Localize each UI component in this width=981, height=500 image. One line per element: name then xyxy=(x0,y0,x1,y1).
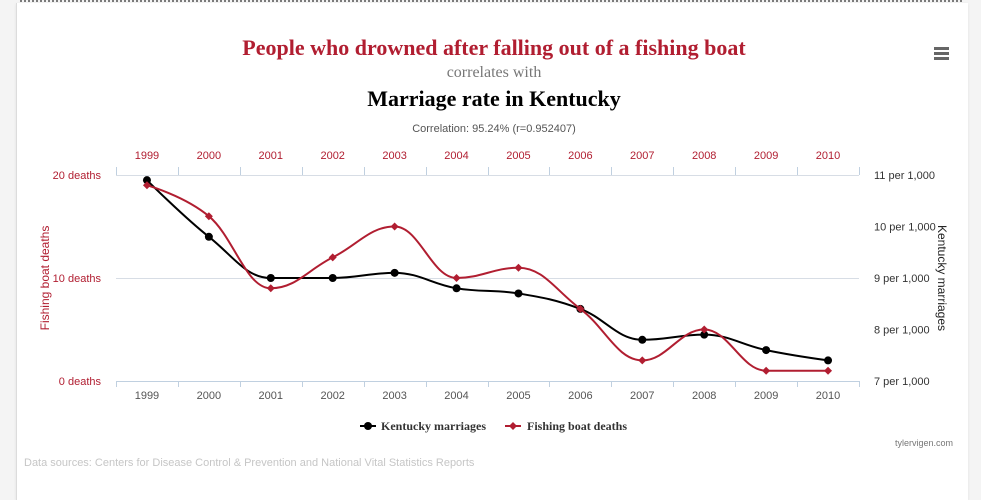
data-point-diamond[interactable] xyxy=(328,253,337,262)
y-axis-left-tick-label: 20 deaths xyxy=(53,170,102,182)
y-axis-right-title: Kentucky marriages xyxy=(935,225,949,331)
data-point-circle[interactable] xyxy=(824,356,833,365)
y-axis-left-tick-label: 10 deaths xyxy=(53,273,102,285)
data-sources-note: Data sources: Centers for Disease Contro… xyxy=(24,457,475,469)
x-axis-bottom-label: 2000 xyxy=(197,390,221,402)
x-axis-top-label: 2006 xyxy=(568,150,592,162)
y-axis-right-tick-label: 7 per 1,000 xyxy=(874,376,930,388)
menu-icon-bar xyxy=(934,47,949,50)
x-axis-top-label: 2002 xyxy=(320,150,344,162)
legend-marker-diamond xyxy=(509,422,517,430)
legend-item-kentucky-marriages[interactable]: Kentucky marriages xyxy=(360,419,486,433)
x-axis-top-label: 2001 xyxy=(259,150,283,162)
legend: Kentucky marriages Fishing boat deaths xyxy=(360,419,627,433)
y-axis-left: Fishing boat deaths 20 deaths 10 deaths 0 … xyxy=(38,170,101,388)
x-axis-bottom-label: 2005 xyxy=(506,390,530,402)
y-axis-left-tick-label: 0 deaths xyxy=(59,376,102,388)
data-point-circle[interactable] xyxy=(266,274,275,282)
series-fishing-boat-deaths xyxy=(142,181,833,375)
x-axis-top-label: 2000 xyxy=(197,150,221,162)
x-axis-top-label: 1999 xyxy=(135,150,159,162)
x-axis-bottom-label: 2008 xyxy=(692,390,716,402)
chart-subtitle: correlates with xyxy=(447,64,542,81)
x-axis-top: 1999 2000 2001 2002 2003 2004 2005 2006 2007 2008… xyxy=(116,150,860,175)
x-axis-top-label: 2010 xyxy=(816,150,840,162)
data-point-circle[interactable] xyxy=(638,335,647,344)
data-point-circle[interactable] xyxy=(762,346,771,355)
credits-link[interactable]: tylervigen.com xyxy=(895,438,953,448)
x-axis-top-label: 2003 xyxy=(382,150,406,162)
data-point-diamond[interactable] xyxy=(452,274,461,282)
data-point-diamond[interactable] xyxy=(142,181,151,190)
y-axis-right-tick-label: 8 per 1,000 xyxy=(874,325,930,337)
x-axis-bottom-label: 1999 xyxy=(135,390,159,402)
series-line xyxy=(145,179,830,362)
data-point-circle[interactable] xyxy=(452,284,461,293)
x-axis-top-label: 2007 xyxy=(630,150,654,162)
grid-lines xyxy=(116,175,859,382)
correlation-label: Correlation: 95.24% (r=0.952407) xyxy=(412,123,576,135)
x-axis-bottom-label: 2010 xyxy=(816,390,840,402)
y-axis-right-tick-label: 11 per 1,000 xyxy=(874,170,935,182)
x-axis-bottom-label: 2007 xyxy=(630,390,654,402)
x-axis-bottom-label: 2003 xyxy=(382,390,406,402)
data-point-diamond[interactable] xyxy=(824,366,833,375)
x-axis-top-label: 2005 xyxy=(506,150,530,162)
data-point-diamond[interactable] xyxy=(204,212,213,221)
chart-menu-button[interactable] xyxy=(928,42,954,64)
menu-icon xyxy=(934,47,949,60)
legend-item-fishing-boat-deaths[interactable]: Fishing boat deaths xyxy=(505,419,627,433)
x-axis-bottom: 1999 2000 2001 2002 2003 2004 2005 2006 2007 2008… xyxy=(116,381,860,402)
top-dotted-rule xyxy=(20,0,962,2)
x-axis-bottom-label: 2004 xyxy=(444,390,468,402)
chart-card xyxy=(16,3,968,500)
x-axis-top-label: 2008 xyxy=(692,150,716,162)
y-axis-right-tick-label: 9 per 1,000 xyxy=(874,273,930,285)
legend-label: Fishing boat deaths xyxy=(527,419,627,433)
y-axis-left-title: Fishing boat deaths xyxy=(38,226,52,331)
y-axis-right: Kentucky marriages 11 per 1,000 10 per 1,… xyxy=(874,170,949,388)
x-axis-top-label: 2009 xyxy=(754,150,778,162)
data-point-diamond[interactable] xyxy=(576,304,585,313)
chart-title: People who drowned after falling out of … xyxy=(242,35,746,60)
x-axis-bottom-label: 2002 xyxy=(320,390,344,402)
x-axis-bottom-label: 2001 xyxy=(259,390,283,402)
data-point-diamond[interactable] xyxy=(390,222,399,231)
legend-label: Kentucky marriages xyxy=(381,419,486,433)
data-point-diamond[interactable] xyxy=(638,356,647,365)
data-point-circle[interactable] xyxy=(700,330,709,339)
legend-marker-circle xyxy=(364,422,372,430)
data-point-circle[interactable] xyxy=(514,289,523,298)
data-point-diamond[interactable] xyxy=(514,263,523,272)
data-point-circle[interactable] xyxy=(204,232,213,241)
y-axis-right-tick-label: 10 per 1,000 xyxy=(874,222,936,234)
data-point-diamond[interactable] xyxy=(762,366,771,375)
data-point-circle[interactable] xyxy=(390,268,399,277)
data-point-circle[interactable] xyxy=(328,274,337,282)
series-layer xyxy=(142,176,833,375)
x-axis-bottom-label: 2006 xyxy=(568,390,592,402)
x-axis-top-label: 2004 xyxy=(444,150,468,162)
menu-icon-bar xyxy=(934,57,949,60)
menu-icon-bar xyxy=(934,52,949,55)
data-point-circle[interactable] xyxy=(142,176,151,185)
x-axis-bottom-label: 2009 xyxy=(754,390,778,402)
data-point-diamond[interactable] xyxy=(700,325,709,334)
chart-secondary-title: Marriage rate in Kentucky xyxy=(367,86,621,111)
data-point-diamond[interactable] xyxy=(266,284,275,293)
